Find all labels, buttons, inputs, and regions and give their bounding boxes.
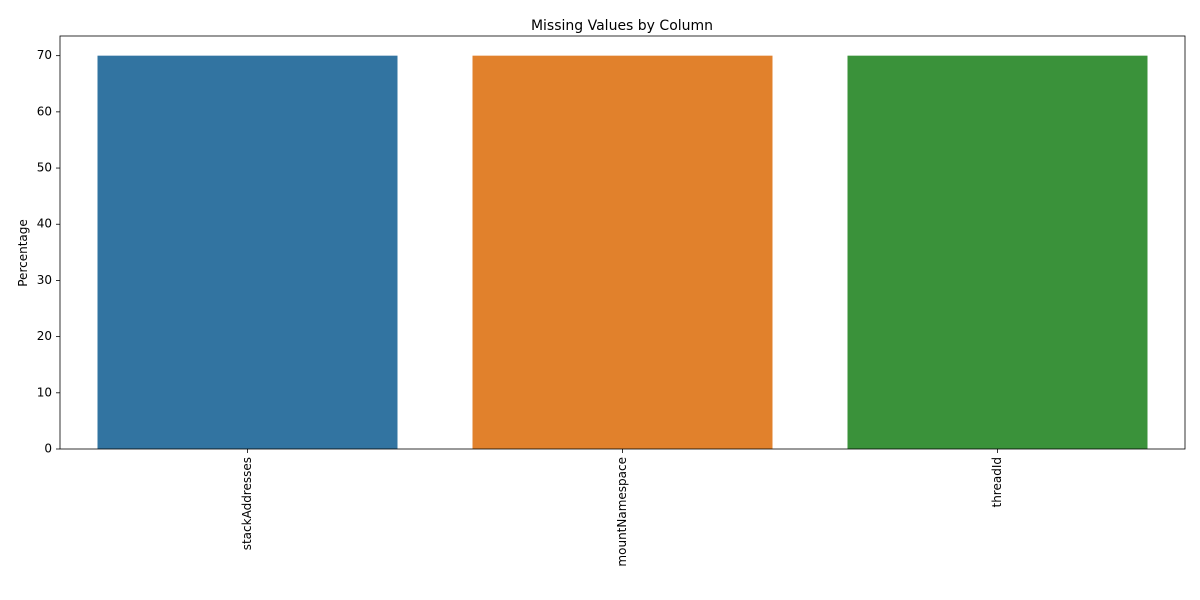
bar-stackAddresses [97,55,398,450]
y-axis-title: Percentage [16,219,30,287]
x-tick-label: stackAddresses [240,457,254,550]
chart-title: Missing Values by Column [531,18,713,34]
y-tick-label: 60 [37,104,52,118]
x-tick-label: threadId [990,457,1004,508]
y-tick-label: 0 [44,442,52,456]
bar-mountNamespace [472,55,773,450]
bar-threadId [847,55,1148,450]
x-tick-label: mountNamespace [615,457,629,567]
y-tick-label: 30 [37,273,52,287]
plot-frame [59,35,1186,450]
y-tick-label: 50 [37,161,52,175]
y-tick-label: 10 [37,385,52,399]
y-tick-label: 40 [37,217,52,231]
plot-area: stackAddresses mountNamespace threadId 0 10 2… [37,35,1186,567]
y-tick-label: 20 [37,329,52,343]
y-tick-label: 70 [37,48,52,62]
